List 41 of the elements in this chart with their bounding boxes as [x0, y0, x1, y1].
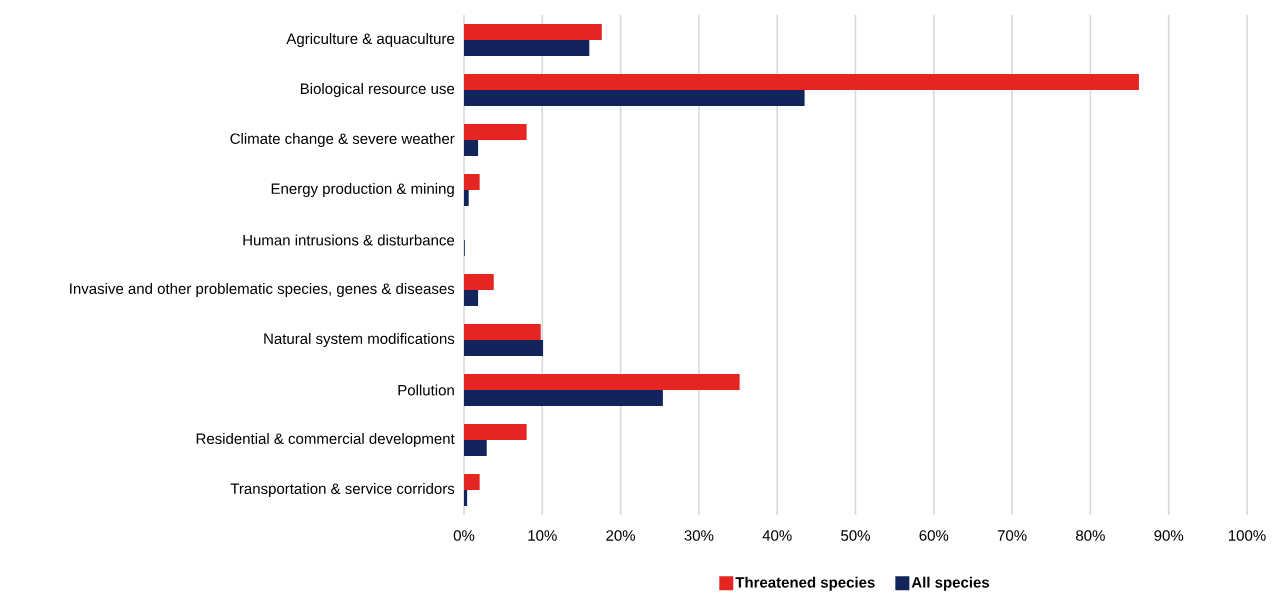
y-tick-label: Human intrusions & disturbance: [243, 234, 455, 246]
x-tick-label: 0%: [453, 530, 475, 541]
bar: [464, 289, 479, 306]
bar: [464, 489, 468, 506]
x-tick-label: 100%: [1228, 530, 1266, 541]
y-tick-label: Climate change & severe weather: [230, 133, 455, 147]
legend-label: Threatened species: [735, 576, 875, 591]
y-tick-label: Residential & commercial development: [196, 433, 455, 447]
bar: [464, 140, 479, 156]
bar: [464, 189, 469, 206]
bar: [464, 423, 527, 440]
bar: [464, 324, 541, 340]
bar: [464, 40, 590, 56]
x-tick-label: 80%: [1076, 530, 1105, 541]
bar: [464, 124, 527, 140]
y-tick-label: Pollution: [398, 384, 454, 396]
x-tick-label: 50%: [841, 530, 870, 541]
y-tick-label: Transportation & service corridors: [230, 483, 455, 497]
bar: [464, 439, 487, 456]
y-tick-label: Natural system modifications: [264, 333, 455, 347]
bar: [464, 339, 544, 356]
bar: [464, 174, 480, 190]
bar: [464, 373, 740, 390]
x-tick-label: 10%: [528, 530, 557, 541]
y-tick-label: Agriculture & aquaculture: [286, 33, 455, 47]
x-tick-label: 40%: [762, 530, 792, 541]
x-tick-label: 20%: [606, 530, 636, 541]
bar: [464, 74, 1139, 90]
x-tick-label: 90%: [1154, 530, 1184, 541]
y-tick-label: Energy production & mining: [271, 183, 454, 197]
x-tick-label: 60%: [919, 530, 949, 541]
bar: [464, 473, 480, 490]
x-tick-label: 30%: [684, 530, 714, 541]
legend-label: All species: [911, 576, 990, 591]
y-tick-label: Biological resource use: [300, 83, 455, 97]
bar: [464, 24, 602, 40]
bar: [464, 273, 494, 290]
bar: [464, 90, 805, 106]
x-tick-label: 70%: [997, 530, 1027, 541]
y-tick-label: Invasive and other problematic species, genes & diseases: [70, 283, 455, 297]
bar: [464, 390, 663, 406]
